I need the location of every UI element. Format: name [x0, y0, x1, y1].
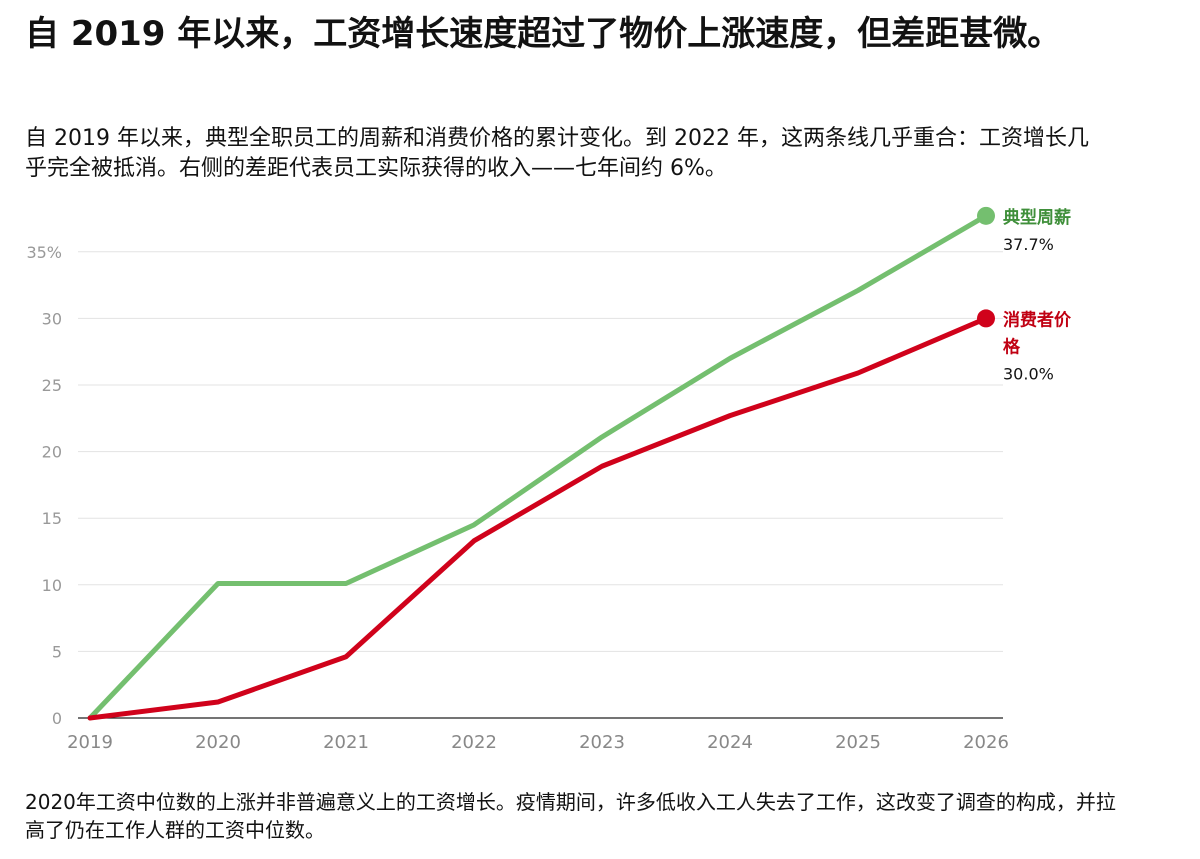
y-tick-label: 10	[42, 576, 62, 595]
y-tick-label: 25	[42, 376, 62, 395]
y-tick-label: 0	[52, 709, 62, 728]
series-end-labels: 典型周薪 37.7% 消费者价格 30.0%	[1003, 207, 1072, 384]
series-lines	[87, 206, 995, 721]
series-endpoint-prices	[977, 309, 995, 328]
series-value-label-prices: 30.0%	[1003, 364, 1054, 383]
x-tick-label: 2023	[579, 732, 625, 753]
y-tick-label: 35%	[26, 243, 62, 262]
series-line-prices	[87, 315, 989, 721]
x-tick-label: 2024	[707, 732, 753, 753]
series-line-wages	[87, 213, 989, 721]
series-label-wages: 典型周薪	[1003, 207, 1071, 228]
x-tick-label: 2022	[451, 732, 497, 753]
x-tick-label: 2019	[67, 732, 113, 753]
y-tick-label: 30	[42, 309, 62, 328]
x-axis-ticks: 2019 2020 2021 2022 2023 2024 2025 2026	[67, 732, 1009, 753]
series-label-prices: 消费者价格	[1003, 309, 1072, 357]
series-value-label-wages: 37.7%	[1003, 235, 1054, 254]
y-tick-label: 5	[52, 642, 62, 661]
footnote: 2020年工资中位数的上涨并非普遍意义上的工资增长。疫情期间，许多低收入工人失去…	[25, 790, 1116, 842]
y-tick-label: 20	[42, 443, 62, 462]
x-tick-label: 2026	[963, 732, 1009, 753]
y-axis-ticks: 0 5 10 15 20 25 30 35%	[26, 243, 62, 728]
series-endpoint-wages	[977, 206, 995, 225]
gridlines	[78, 251, 1003, 719]
x-tick-label: 2025	[835, 732, 881, 753]
chart-subtitle: 自 2019 年以来，典型全职员工的周薪和消费价格的累计变化。到 2022 年，…	[25, 126, 1089, 181]
y-tick-label: 15	[42, 509, 62, 528]
x-tick-label: 2021	[323, 732, 369, 753]
x-tick-label: 2020	[195, 732, 241, 753]
chart-title: 自 2019 年以来，工资增长速度超过了物价上涨速度，但差距甚微。	[25, 14, 1062, 54]
